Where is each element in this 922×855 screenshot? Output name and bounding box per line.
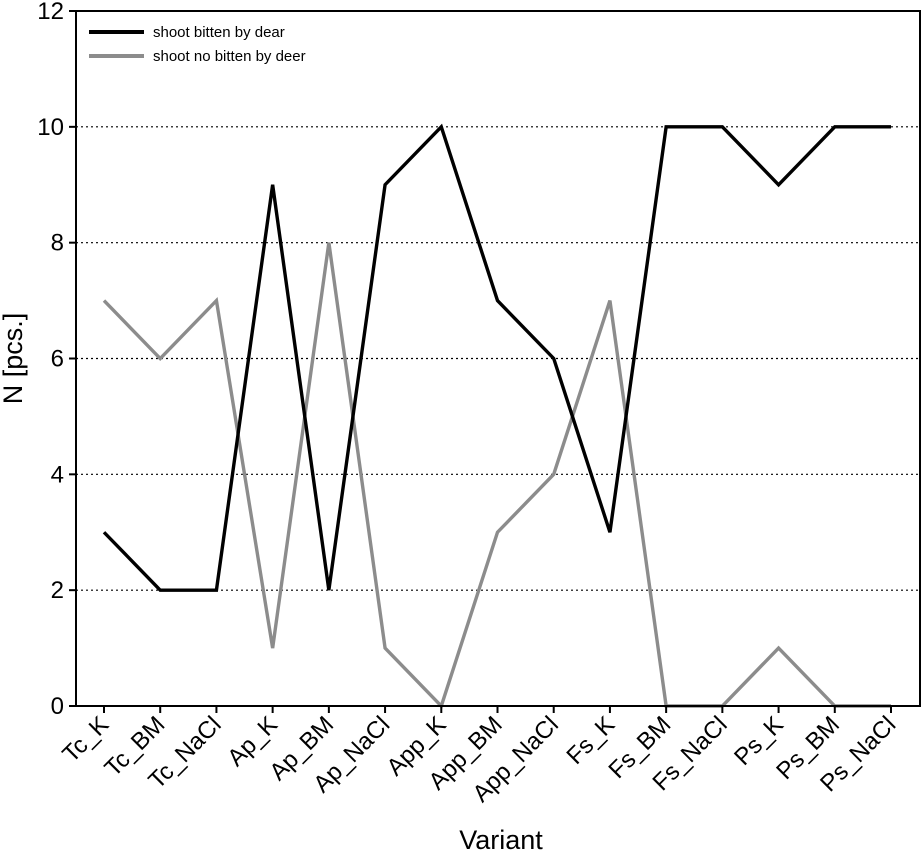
y-tick-label: 0 — [51, 693, 64, 720]
series-lines — [102, 123, 892, 710]
y-tick-label: 12 — [37, 0, 64, 25]
y-axis-title: N [pcs.] — [0, 313, 28, 405]
y-axis: 0 2 4 6 8 10 12 — [37, 0, 76, 720]
y-tick-label: 8 — [51, 230, 64, 257]
x-axis-title: Variant — [459, 825, 543, 855]
y-tick-label: 10 — [37, 114, 64, 141]
y-tick-label: 2 — [51, 577, 64, 604]
y-tick-label: 6 — [51, 346, 64, 373]
legend-label: shoot bitten by dear — [153, 24, 285, 41]
x-axis: Tc_KTc_BMTc_NaClAp_KAp_BMAp_NaClApp_KApp… — [57, 706, 901, 808]
y-tick-label: 4 — [51, 461, 64, 488]
legend-label: shoot no bitten by deer — [153, 48, 306, 65]
grid-lines — [76, 126, 920, 591]
legend: shoot bitten by dear shoot no bitten by d… — [89, 24, 306, 65]
